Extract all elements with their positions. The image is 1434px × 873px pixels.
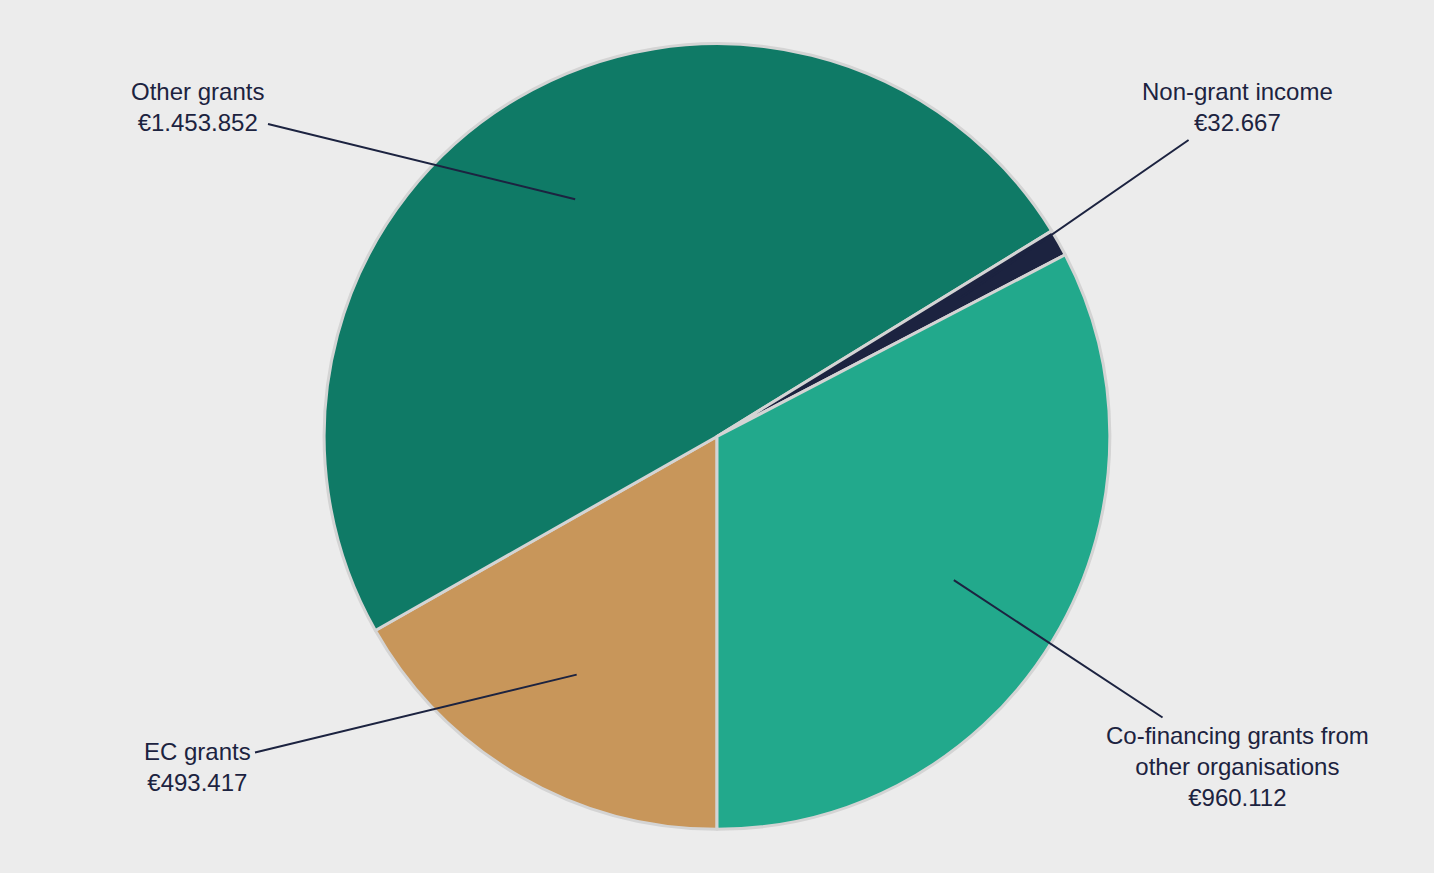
- svg-text:Other grants€1.453.852: Other grants€1.453.852: [131, 78, 264, 136]
- svg-text:Non-grant income€32.667: Non-grant income€32.667: [1142, 78, 1333, 136]
- svg-text:EC grants€493.417: EC grants€493.417: [144, 738, 251, 796]
- svg-text:Co-financing grants fromother: Co-financing grants fromother organisati…: [1106, 722, 1369, 811]
